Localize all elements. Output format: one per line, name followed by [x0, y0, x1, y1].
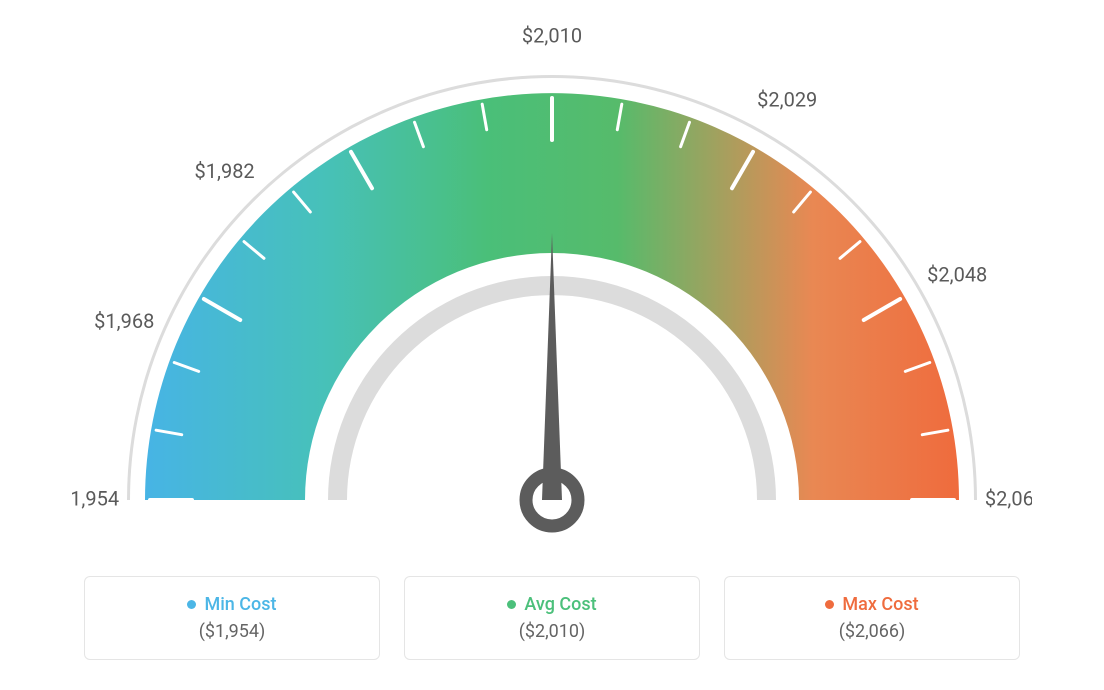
- svg-text:$1,968: $1,968: [94, 309, 154, 333]
- legend-top-min: Min Cost: [187, 594, 276, 615]
- gauge-svg: $1,954 $1,968 $1,982 $2,010 $2,029 $2,048 $2,0…: [72, 20, 1032, 540]
- legend-top-max: Max Cost: [825, 594, 918, 615]
- svg-text:$2,010: $2,010: [522, 23, 582, 47]
- legend-dot-avg: [507, 600, 516, 609]
- legend-row: Min Cost ($1,954) Avg Cost ($2,010) Max …: [84, 576, 1020, 660]
- svg-text:$1,982: $1,982: [195, 159, 255, 183]
- legend-card-min: Min Cost ($1,954): [84, 576, 380, 660]
- svg-text:$1,954: $1,954: [72, 486, 119, 510]
- legend-dot-max: [825, 600, 834, 609]
- legend-value-max: ($2,066): [839, 621, 906, 642]
- legend-top-avg: Avg Cost: [507, 594, 596, 615]
- legend-value-min: ($1,954): [199, 621, 266, 642]
- gauge-chart: $1,954 $1,968 $1,982 $2,010 $2,029 $2,048 $2,0…: [72, 20, 1032, 540]
- legend-value-avg: ($2,010): [519, 621, 586, 642]
- legend-label-min: Min Cost: [204, 594, 276, 615]
- legend-label-avg: Avg Cost: [524, 594, 596, 615]
- legend-label-max: Max Cost: [842, 594, 918, 615]
- legend-card-avg: Avg Cost ($2,010): [404, 576, 700, 660]
- svg-text:$2,029: $2,029: [757, 87, 817, 111]
- svg-text:$2,048: $2,048: [927, 262, 987, 286]
- legend-dot-min: [187, 600, 196, 609]
- svg-text:$2,066: $2,066: [985, 486, 1032, 510]
- legend-card-max: Max Cost ($2,066): [724, 576, 1020, 660]
